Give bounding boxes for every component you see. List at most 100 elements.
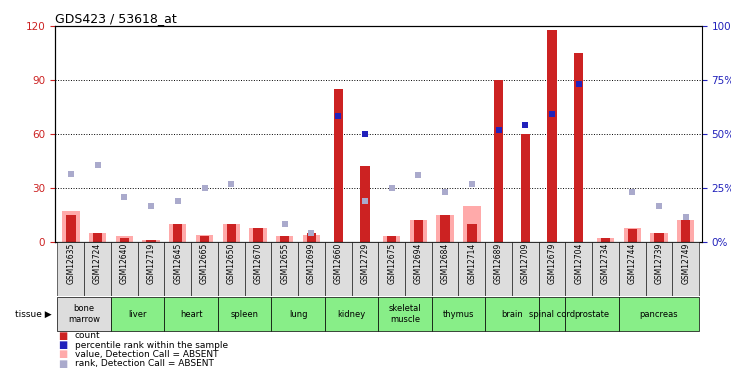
Text: bone
marrow: bone marrow	[68, 304, 100, 324]
FancyBboxPatch shape	[137, 242, 164, 296]
Text: GDS423 / 53618_at: GDS423 / 53618_at	[55, 12, 177, 25]
FancyBboxPatch shape	[245, 242, 271, 296]
Text: skeletal
muscle: skeletal muscle	[389, 304, 421, 324]
FancyBboxPatch shape	[352, 242, 378, 296]
FancyBboxPatch shape	[485, 242, 512, 296]
Text: GSM12709: GSM12709	[520, 243, 530, 284]
Text: GSM12694: GSM12694	[414, 243, 423, 284]
Bar	[467, 224, 477, 242]
Text: ■: ■	[58, 359, 68, 369]
Text: GSM12655: GSM12655	[280, 243, 289, 284]
FancyBboxPatch shape	[458, 242, 485, 296]
Text: GSM12729: GSM12729	[360, 243, 369, 284]
Bar	[173, 224, 183, 242]
Text: rank, Detection Call = ABSENT: rank, Detection Call = ABSENT	[75, 359, 213, 368]
Bar	[200, 237, 209, 242]
FancyBboxPatch shape	[539, 297, 565, 331]
FancyBboxPatch shape	[539, 242, 565, 296]
FancyBboxPatch shape	[218, 242, 245, 296]
Text: percentile rank within the sample: percentile rank within the sample	[75, 340, 227, 350]
Text: GSM12679: GSM12679	[548, 243, 556, 284]
FancyBboxPatch shape	[84, 242, 111, 296]
Text: GSM12670: GSM12670	[254, 243, 262, 284]
Text: tissue ▶: tissue ▶	[15, 310, 51, 319]
Bar	[677, 220, 694, 242]
Bar	[146, 240, 156, 242]
Bar	[360, 166, 370, 242]
Text: GSM12689: GSM12689	[494, 243, 503, 284]
Text: GSM12714: GSM12714	[467, 243, 477, 284]
Bar	[333, 89, 343, 242]
Bar	[222, 224, 240, 242]
Bar	[409, 220, 427, 242]
Text: GSM12739: GSM12739	[654, 243, 664, 284]
Bar	[520, 134, 530, 242]
FancyBboxPatch shape	[512, 242, 539, 296]
FancyBboxPatch shape	[432, 297, 485, 331]
Bar	[387, 237, 396, 242]
FancyBboxPatch shape	[164, 242, 192, 296]
FancyBboxPatch shape	[271, 242, 298, 296]
FancyBboxPatch shape	[378, 297, 432, 331]
Text: GSM12734: GSM12734	[601, 243, 610, 284]
Text: heart: heart	[180, 310, 202, 318]
Text: GSM12744: GSM12744	[628, 243, 637, 284]
Text: GSM12724: GSM12724	[93, 243, 102, 284]
Bar	[596, 238, 614, 242]
Text: GSM12660: GSM12660	[333, 243, 343, 284]
Bar	[463, 206, 480, 242]
Bar	[120, 238, 129, 242]
Bar	[574, 53, 583, 242]
Bar	[280, 237, 289, 242]
FancyBboxPatch shape	[592, 242, 619, 296]
FancyBboxPatch shape	[485, 297, 539, 331]
FancyBboxPatch shape	[405, 242, 432, 296]
FancyBboxPatch shape	[645, 242, 673, 296]
Text: GSM12635: GSM12635	[67, 243, 75, 284]
Bar	[93, 233, 102, 242]
Bar	[628, 229, 637, 242]
Text: GSM12704: GSM12704	[575, 243, 583, 284]
Text: pancreas: pancreas	[640, 310, 678, 318]
Bar	[601, 238, 610, 242]
Bar	[67, 215, 75, 242]
FancyBboxPatch shape	[325, 242, 352, 296]
Text: GSM12650: GSM12650	[227, 243, 236, 284]
Bar	[654, 233, 664, 242]
Text: ■: ■	[58, 331, 68, 340]
Text: prostate: prostate	[575, 310, 610, 318]
FancyBboxPatch shape	[164, 297, 218, 331]
Bar	[681, 220, 690, 242]
Text: GSM12699: GSM12699	[307, 243, 316, 284]
FancyBboxPatch shape	[432, 242, 458, 296]
Text: value, Detection Call = ABSENT: value, Detection Call = ABSENT	[75, 350, 218, 359]
Text: GSM12640: GSM12640	[120, 243, 129, 284]
Bar	[494, 80, 503, 242]
Bar	[254, 228, 262, 242]
Bar	[303, 235, 320, 242]
Text: lung: lung	[289, 310, 307, 318]
Text: count: count	[75, 331, 100, 340]
Text: kidney: kidney	[338, 310, 366, 318]
Text: GSM12675: GSM12675	[387, 243, 396, 284]
Text: GSM12684: GSM12684	[441, 243, 450, 284]
FancyBboxPatch shape	[218, 297, 271, 331]
FancyBboxPatch shape	[565, 242, 592, 296]
Text: ■: ■	[58, 350, 68, 359]
Bar	[249, 228, 267, 242]
FancyBboxPatch shape	[565, 297, 619, 331]
FancyBboxPatch shape	[619, 242, 645, 296]
Text: ■: ■	[58, 340, 68, 350]
Text: GSM12749: GSM12749	[681, 243, 690, 284]
Text: GSM12719: GSM12719	[146, 243, 156, 284]
Bar	[143, 240, 160, 242]
FancyBboxPatch shape	[325, 297, 378, 331]
FancyBboxPatch shape	[378, 242, 405, 296]
Text: GSM12645: GSM12645	[173, 243, 182, 284]
Text: spinal cord: spinal cord	[529, 310, 575, 318]
Bar	[307, 233, 316, 242]
FancyBboxPatch shape	[192, 242, 218, 296]
Bar	[548, 30, 557, 242]
Bar	[115, 237, 133, 242]
FancyBboxPatch shape	[673, 242, 699, 296]
